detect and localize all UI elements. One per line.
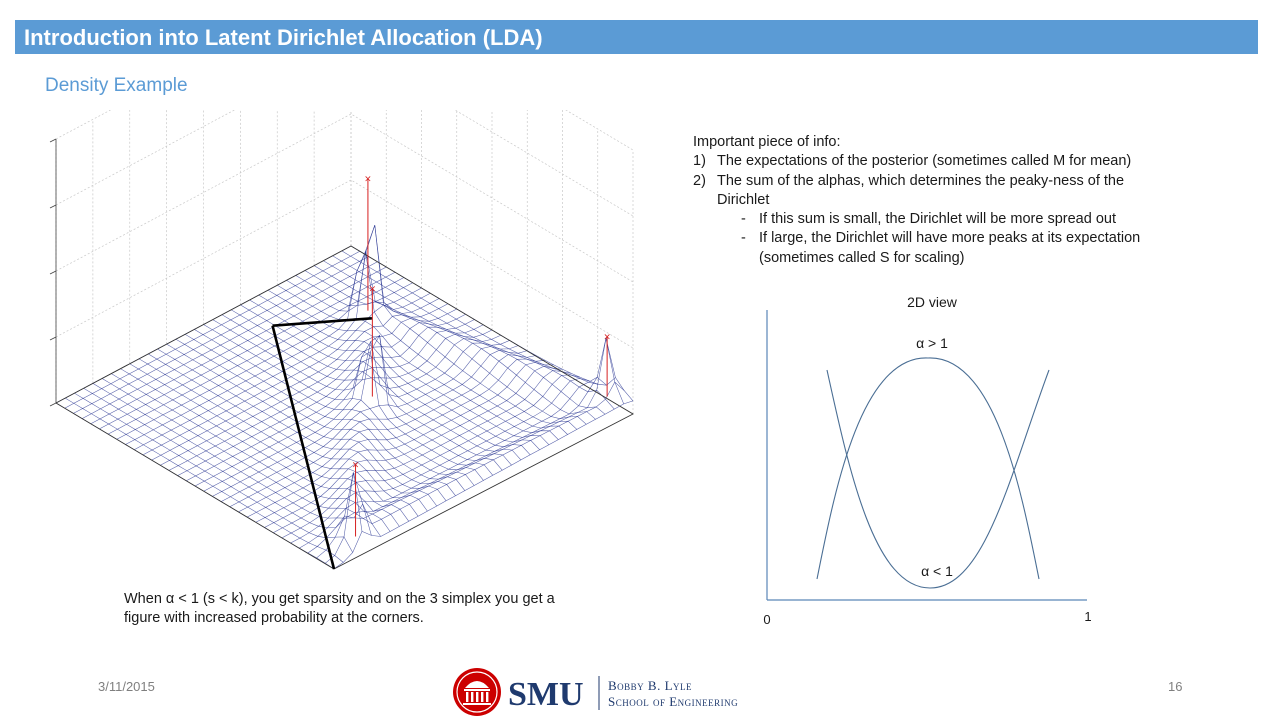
- svg-text:×: ×: [603, 333, 611, 343]
- info-subitem-1-text: If this sum is small, the Dirichlet will…: [759, 211, 1116, 228]
- info-subitem-2-continuation: (sometimes called S for scaling): [759, 249, 965, 266]
- x-axis-max-label: 1: [1084, 609, 1091, 624]
- title-bar: Introduction into Latent Dirichlet Alloc…: [15, 20, 1258, 54]
- logo-line-1: Bobby B. Lyle: [608, 678, 692, 693]
- view2d-title: 2D view: [907, 294, 958, 310]
- info-item-2-number: 2): [693, 172, 706, 189]
- alpha-less-label: α < 1: [921, 563, 953, 579]
- info-subitem-2-dash: -: [741, 230, 746, 247]
- simplex-triangle-outline: [271, 325, 336, 570]
- surface-caption: When α < 1 (s < k), you get sparsity and…: [124, 590, 624, 628]
- info-item-2: 2) The sum of the alphas, which determine…: [693, 172, 1213, 191]
- x-axis-min-label: 0: [763, 612, 770, 627]
- svg-text:×: ×: [369, 285, 377, 295]
- info-item-1-number: 1): [693, 153, 706, 170]
- info-heading: Important piece of info:: [693, 134, 841, 150]
- svg-text:×: ×: [352, 461, 360, 471]
- info-subitem-1-dash: -: [741, 211, 746, 228]
- alpha-greater-label: α > 1: [916, 335, 948, 351]
- slide-subtitle: Density Example: [45, 75, 188, 96]
- density-peaks: × × × ×: [352, 175, 611, 537]
- logo-line-2: School of Engineering: [608, 694, 738, 709]
- dirichlet-surface-plot: × × × ×: [49, 110, 634, 570]
- svg-text:×: ×: [364, 175, 372, 185]
- logo-abbr: SMU: [508, 676, 584, 713]
- info-item-1-text: The expectations of the posterior (somet…: [717, 153, 1132, 170]
- two-d-view-diagram: 2D view α > 1 α < 1 0 1: [763, 294, 1091, 627]
- alpha-less-than-one-curve: [826, 369, 1050, 589]
- caption-line-2: figure with increased probability at the…: [124, 610, 424, 626]
- slide-title: Introduction into Latent Dirichlet Alloc…: [24, 25, 543, 50]
- info-item-2-text: The sum of the alphas, which determines …: [717, 172, 1125, 189]
- info-subitem-2-text: If large, the Dirichlet will have more p…: [759, 230, 1141, 247]
- density-mesh: [55, 225, 634, 570]
- info-subitem-1: - If this sum is small, the Dirichlet wil…: [693, 210, 1213, 229]
- alpha-greater-than-one-curve: [816, 357, 1040, 580]
- info-item-1: 1) The expectations of the posterior (som…: [693, 152, 1213, 171]
- footer-date: 3/11/2015: [98, 679, 155, 694]
- info-block: Important piece of info: 1) The expectati…: [693, 133, 1213, 268]
- info-item-2-continuation: Dirichlet: [717, 191, 770, 208]
- smu-lyle-logo: SMU Bobby B. Lyle School of Engineering: [453, 668, 738, 716]
- info-subitem-2: - If large, the Dirichlet will have more …: [693, 229, 1213, 248]
- caption-line-1: When α < 1 (s < k), you get sparsity and…: [124, 591, 555, 607]
- footer-page-number: 16: [1168, 679, 1183, 694]
